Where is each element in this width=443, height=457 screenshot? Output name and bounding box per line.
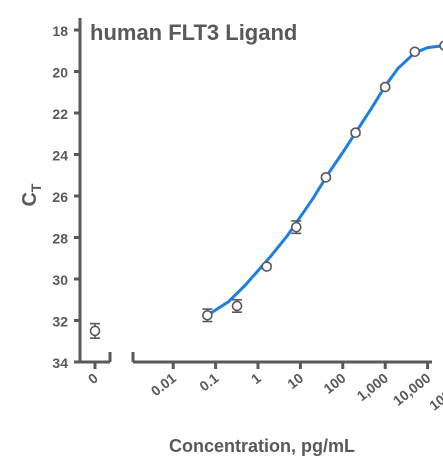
x-tick-label: 10 <box>284 370 306 392</box>
point-marker <box>231 300 243 312</box>
point-marker <box>350 127 361 139</box>
point-marker <box>290 221 302 233</box>
y-tick-label: 18 <box>52 23 68 39</box>
data-point <box>231 298 243 314</box>
data-point <box>89 322 101 339</box>
x-tick-label: 1,000 <box>354 370 392 404</box>
x-tick-label: 100 <box>320 370 348 397</box>
data-point <box>409 46 421 58</box>
y-tick-label: 20 <box>52 65 68 81</box>
data-point <box>202 308 213 323</box>
x-tick-label: 0 <box>85 370 101 388</box>
data-point <box>350 127 361 139</box>
data-points <box>89 40 443 339</box>
x-tick-label: 0.01 <box>148 370 179 400</box>
point-marker <box>89 325 101 337</box>
data-point <box>320 172 332 183</box>
data-point <box>261 261 272 272</box>
x-tick-label: 0.1 <box>196 370 221 395</box>
x-tick-label: 1 <box>248 370 264 388</box>
y-tick-label: 24 <box>52 148 68 164</box>
point-marker <box>409 46 421 58</box>
x-axis <box>80 352 432 364</box>
y-ticks: 18 20 22 24 26 28 30 32 34 <box>52 23 80 371</box>
y-tick-label: 26 <box>52 189 68 205</box>
y-tick-label: 34 <box>52 355 68 371</box>
point-marker <box>202 310 213 321</box>
y-tick-label: 22 <box>52 106 68 122</box>
data-point <box>379 81 391 93</box>
y-tick-label: 30 <box>52 272 68 288</box>
point-marker <box>320 172 332 183</box>
point-marker <box>379 81 391 93</box>
y-axis-label: CT <box>19 183 44 206</box>
data-point <box>290 220 302 235</box>
y-tick-label: 28 <box>52 231 68 247</box>
chart-title: human FLT3 Ligand <box>90 20 297 45</box>
data-point <box>439 40 443 51</box>
point-marker <box>439 40 443 51</box>
x-axis-label: Concentration, pg/mL <box>169 436 355 456</box>
y-tick-label: 32 <box>52 314 68 330</box>
fit-curve <box>206 44 443 317</box>
point-marker <box>261 261 272 272</box>
